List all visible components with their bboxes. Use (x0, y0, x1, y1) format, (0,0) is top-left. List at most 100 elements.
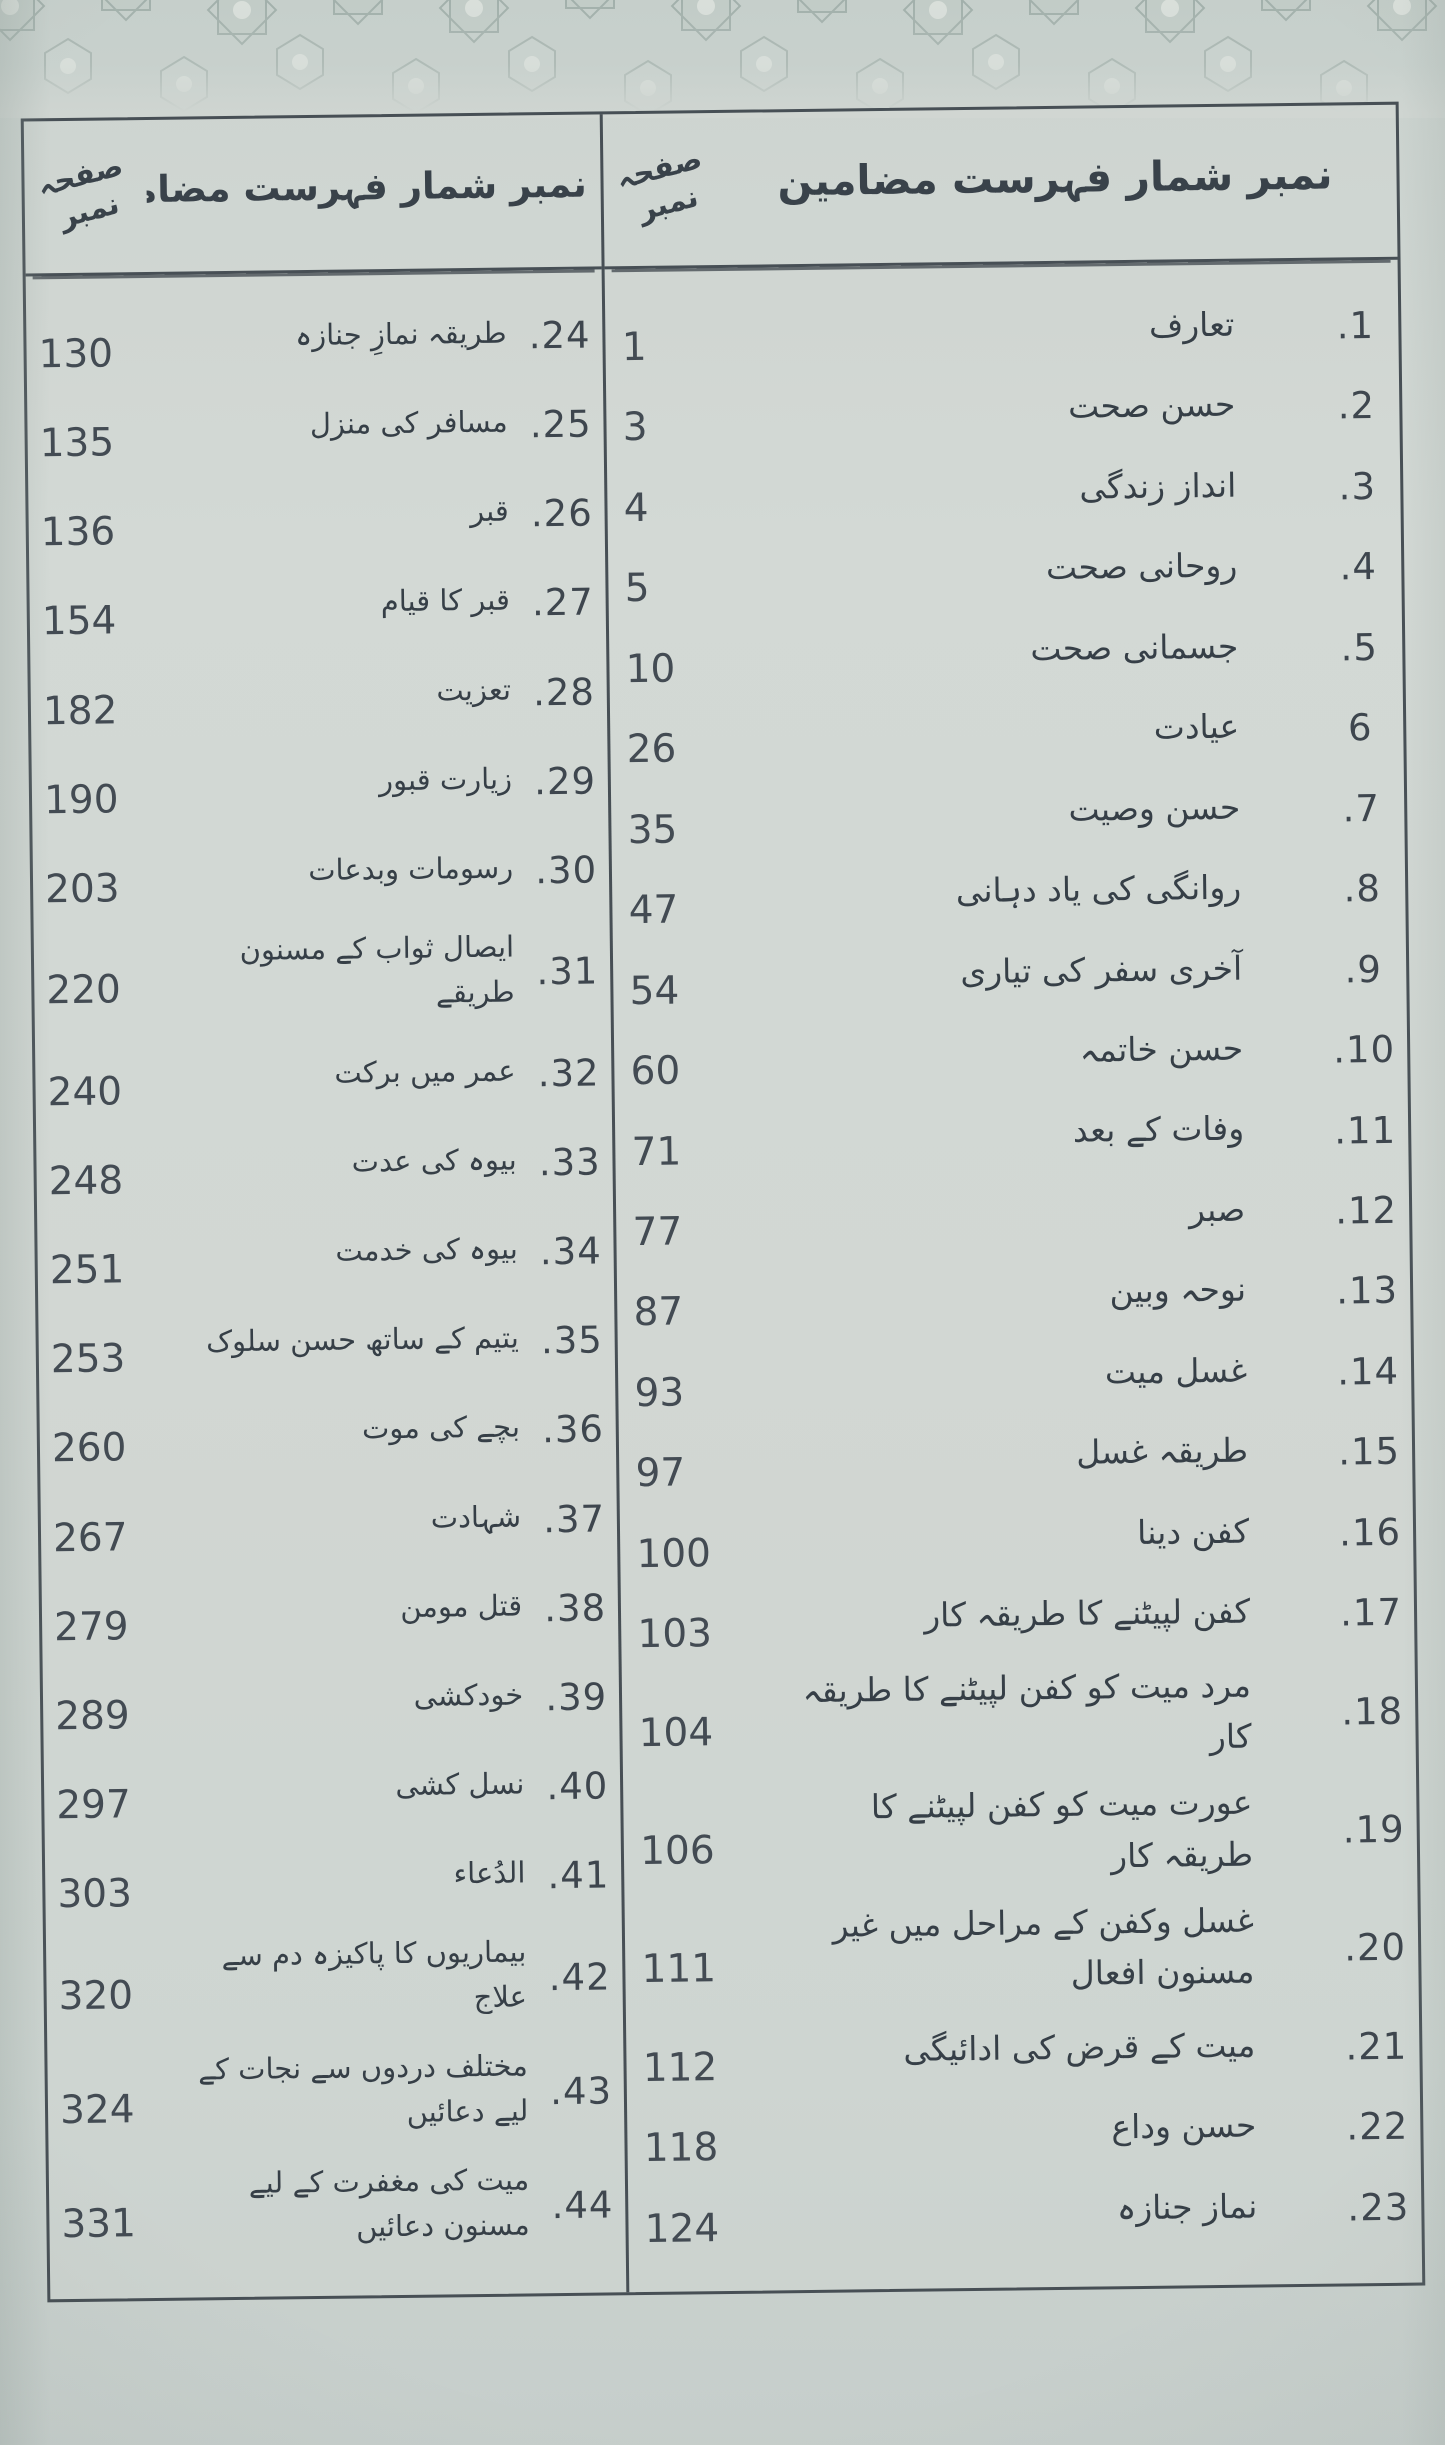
toc-row-title: روانگی کی یاد دہانی (955, 867, 1242, 911)
toc-row-title: کفن دینا (1136, 1511, 1250, 1552)
toc-row-page: 136 (40, 509, 116, 556)
toc-row-page: 111 (641, 1945, 717, 1992)
toc-row: 32. عمر میں برکت 240 (35, 1037, 612, 1115)
toc-row-serial: 33. (538, 1140, 601, 1185)
toc-row-page: 47 (628, 887, 679, 934)
toc-row-title: میت کے قرض کی ادائیگی (903, 2025, 1256, 2069)
toc-row: 13. نوحہ وبین 87 (617, 1255, 1411, 1336)
toc-row-title: زیارت قبور (378, 761, 513, 797)
toc-row-serial: 21. (1345, 2024, 1408, 2069)
toc-row-serial: 7. (1342, 786, 1381, 831)
toc-row-serial: 12. (1334, 1188, 1398, 1233)
toc-row-serial: 18. (1341, 1690, 1404, 1734)
toc-row-title: خودکشی (413, 1677, 524, 1713)
toc-row-title: عورت میت کو کفن لپیٹنے کا طریقہ کار (870, 1783, 1254, 1875)
toc-row-serial: 42. (548, 1954, 611, 1999)
toc-section-left: نمبر شمار فہرست مضامین صفحہ نمبر 24. طری… (23, 114, 627, 2299)
toc-row-page: 1 (621, 324, 647, 371)
toc-row: 20. غسل وکفن کے مراحل میں غیر مسنون افعا… (625, 1893, 1419, 2011)
toc-row: 34. بیوہ کی خدمت 251 (37, 1215, 614, 1294)
toc-row-serial: 35. (540, 1318, 604, 1363)
toc-row-page: 10 (625, 646, 676, 692)
toc-header-right: نمبر شمار فہرست مضامین صفحہ نمبر (602, 104, 1398, 270)
toc-row-page: 182 (42, 687, 118, 734)
toc-row-page: 279 (53, 1603, 129, 1650)
toc-row-page: 135 (39, 420, 115, 467)
toc-row-serial: 29. (533, 759, 597, 803)
toc-row: 25. مسافر کی منزل 135 (27, 389, 604, 467)
toc-row-serial: 24. (528, 313, 591, 358)
toc-row-page: 71 (631, 1129, 682, 1175)
toc-row: 6 عیادت 26 (610, 692, 1404, 773)
toc-row-page: 104 (638, 1710, 714, 1757)
toc-row-serial: 3. (1338, 464, 1377, 509)
toc-row: 42. بیماریوں کا پاکیزہ دم سے علاج 320 (46, 1928, 623, 2031)
toc-row-serial: 37. (542, 1496, 606, 1541)
toc-row-page: 60 (630, 1048, 681, 1095)
toc-row: 26. قبر 136 (28, 478, 605, 556)
toc-row: 28. تعزیت 182 (30, 656, 607, 734)
toc-row-title: قبر (469, 493, 509, 529)
toc-row: 10. حسن خاتمہ 60 (614, 1014, 1408, 1095)
toc-row-serial: 6 (1347, 706, 1373, 750)
toc-row-title: میت کی مغفرت کے لیے مسنون دعائیں (248, 2162, 530, 2244)
toc-row-title: بیماریوں کا پاکیزہ دم سے علاج (221, 1934, 528, 2015)
toc-row-page: 248 (48, 1158, 124, 1205)
toc-row-page: 253 (50, 1336, 126, 1383)
toc-row-title: حسن خاتمہ (1079, 1028, 1244, 1070)
toc-row-serial: 8. (1343, 867, 1382, 911)
toc-row-page: 220 (46, 967, 122, 1014)
header-page-number-label: صفحہ نمبر (612, 140, 706, 228)
header-serial-topics-label: نمبر شمار فہرست مضامین (777, 150, 1333, 206)
toc-row-page: 87 (633, 1289, 684, 1336)
toc-row-page: 5 (624, 566, 650, 612)
toc-row-serial: 11. (1333, 1108, 1397, 1153)
toc-row: 12. صبر 77 (616, 1175, 1410, 1256)
decorative-border-pattern (0, 0, 1445, 112)
toc-row-title: مختلف دردوں سے نجات کے لیے دعائیں (197, 2048, 529, 2129)
toc-row-title: مرد میت کو کفن لپیٹنے کا طریقہ کار (802, 1665, 1252, 1756)
toc-row-serial: 15. (1337, 1430, 1401, 1474)
toc-row-serial: 4. (1339, 545, 1378, 589)
toc-row-title: حسن وداع (1111, 2105, 1257, 2147)
toc-row: 8. روانگی کی یاد دہانی 47 (612, 853, 1406, 934)
toc-row-title: بیوہ کی خدمت (335, 1231, 518, 1268)
toc-row-title: قبر کا قیام (380, 582, 511, 619)
toc-row: 22. حسن وداع 118 (627, 2091, 1421, 2172)
toc-row-page: 297 (56, 1782, 132, 1829)
toc-row: 39. خودکشی 289 (43, 1661, 620, 1739)
toc-row-title: عمر میں برکت (334, 1053, 516, 1090)
toc-row-page: 3 (622, 405, 648, 451)
toc-row: 19. عورت میت کو کفن لپیٹنے کا طریقہ کار … (623, 1775, 1417, 1893)
toc-row-serial: 34. (539, 1229, 603, 1274)
toc-row-page: 154 (41, 598, 117, 645)
toc-row-serial: 13. (1335, 1269, 1399, 1313)
toc-row-serial: 41. (547, 1853, 610, 1898)
toc-row-title: رسومات وبدعات (308, 850, 514, 887)
toc-row: 41. الدُعاء 303 (45, 1839, 622, 1917)
toc-row-page: 106 (639, 1828, 715, 1875)
toc-row: 17. کفن لپیٹنے کا طریقہ کار 103 (621, 1577, 1415, 1658)
toc-row-title: بیوہ کی عدت (351, 1142, 517, 1179)
toc-row-serial: 26. (530, 491, 593, 536)
toc-row-serial: 44. (551, 2182, 614, 2227)
toc-row: 7. حسن وصیت 35 (611, 772, 1405, 853)
toc-row-title: شہادت (430, 1499, 522, 1535)
toc-section-right: نمبر شمار فہرست مضامین صفحہ نمبر 1. تعار… (599, 104, 1423, 2293)
toc-row-serial: 22. (1346, 2105, 1409, 2149)
toc-row-title: قتل مومن (400, 1588, 523, 1624)
toc-row-serial: 40. (546, 1764, 609, 1809)
toc-row-title: انداز زندگی (1079, 465, 1237, 507)
toc-row-title: مسافر کی منزل (309, 404, 508, 442)
toc-row-title: یتیم کے ساتھ حسن سلوک (205, 1320, 520, 1359)
toc-row-page: 190 (43, 776, 119, 823)
toc-row-title: کفن لپیٹنے کا طریقہ کار (923, 1591, 1251, 1635)
toc-row: 40. نسل کشی 297 (44, 1750, 621, 1828)
toc-row-title: طریقہ نمازِ جنازہ (294, 315, 507, 353)
toc-row-page: 124 (644, 2205, 720, 2252)
toc-row-page: 100 (636, 1530, 712, 1577)
toc-row-page: 118 (643, 2125, 719, 2172)
toc-row-page: 289 (54, 1693, 130, 1739)
toc-row-title: غسل وکفن کے مراحل میں غیر مسنون افعال (832, 1900, 1255, 1994)
toc-row-page: 97 (635, 1450, 686, 1497)
